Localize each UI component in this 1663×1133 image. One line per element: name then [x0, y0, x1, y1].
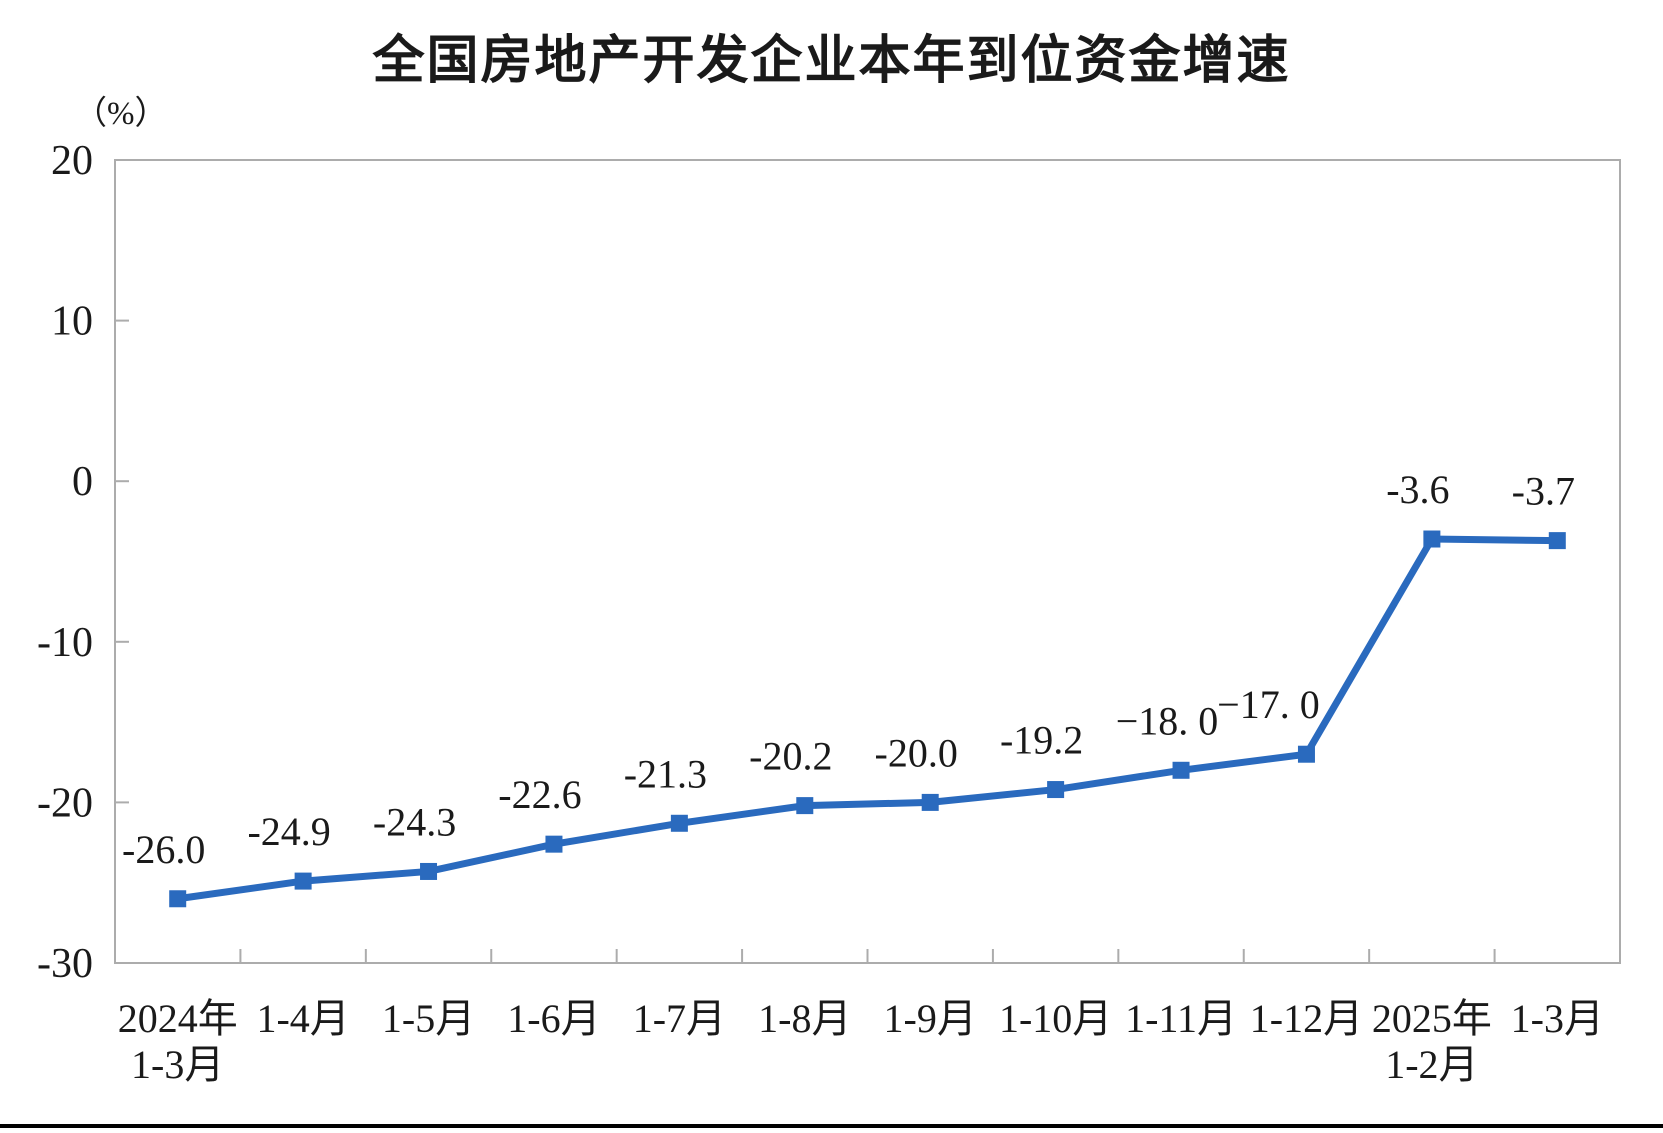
data-point-marker [294, 872, 312, 890]
y-axis-tick-label: -30 [37, 941, 93, 987]
x-axis-category-label: 1-2月 [1385, 1042, 1478, 1087]
x-axis-category-label: 1-8月 [758, 996, 851, 1041]
data-point-marker [1423, 530, 1441, 548]
data-point-marker [169, 890, 187, 908]
data-point-marker [1297, 745, 1315, 763]
x-axis-category-label: 2025年 [1372, 996, 1492, 1041]
data-line [174, 535, 1561, 903]
data-point-label: -19.2 [1000, 718, 1083, 763]
x-axis-category-label: 1-10月 [999, 996, 1112, 1041]
x-axis-category-label: 1-7月 [633, 996, 726, 1041]
data-point-label: -20.2 [749, 734, 832, 779]
x-axis-category-label: 1-3月 [1511, 996, 1604, 1041]
data-point-marker [921, 793, 939, 811]
x-axis-category-label: 1-3月 [131, 1042, 224, 1087]
data-point-label: -24.9 [247, 809, 330, 854]
data-point-marker [545, 835, 563, 853]
y-axis-tick-label: -20 [37, 780, 93, 826]
y-axis-tick-label: 10 [51, 299, 93, 345]
data-point-marker [1548, 532, 1566, 550]
y-axis-tick-label: -10 [37, 620, 93, 666]
data-point-label: -3.6 [1386, 467, 1449, 512]
x-axis-category-label: 1-4月 [256, 996, 349, 1041]
data-point-marker [796, 797, 814, 815]
chart-title: 全国房地产开发企业本年到位资金增速 [372, 32, 1291, 90]
x-axis-category-label: 1-6月 [507, 996, 600, 1041]
x-axis-category-label: 1-5月 [382, 996, 475, 1041]
data-point-marker [1172, 761, 1190, 779]
bottom-divider [0, 1124, 1663, 1128]
data-point-label: -3.7 [1512, 469, 1575, 514]
x-axis-category-label: 1-11月 [1125, 996, 1237, 1041]
data-point-label: -26.0 [122, 827, 205, 872]
data-point-label: -24.3 [373, 799, 456, 844]
y-axis-tick-label: 0 [72, 459, 93, 505]
data-point-label: −18. 0 [1116, 698, 1219, 743]
data-point-label: -21.3 [624, 751, 707, 796]
y-axis-tick-label: 20 [51, 138, 93, 184]
data-point-label: −17. 0 [1217, 682, 1320, 727]
x-axis-category-label: 1-9月 [884, 996, 977, 1041]
data-point-marker [420, 862, 438, 880]
data-point-label: -20.0 [875, 730, 958, 775]
x-axis-category-label: 1-12月 [1250, 996, 1363, 1041]
data-point-marker [670, 814, 688, 832]
plot-frame [114, 159, 1621, 964]
data-point-marker [1047, 781, 1065, 799]
data-point-label: -22.6 [498, 772, 581, 817]
x-axis-category-label: 2024年 [118, 996, 238, 1041]
y-axis-unit-label: （%） [74, 96, 168, 132]
